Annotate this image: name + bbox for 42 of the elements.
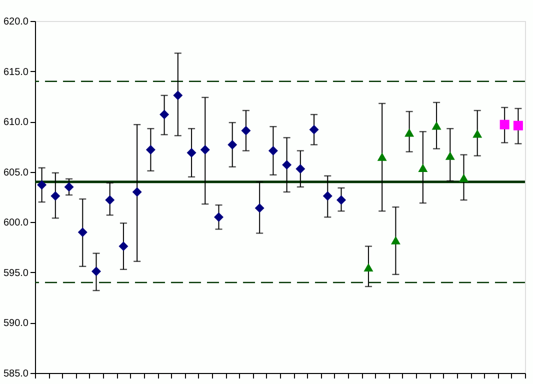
point — [214, 212, 224, 222]
point — [513, 120, 523, 130]
y-tick-label: 585.0 — [3, 368, 29, 380]
y-tick-label: 610.0 — [3, 117, 29, 128]
point — [418, 164, 428, 172]
point — [241, 126, 251, 136]
point — [200, 144, 210, 154]
y-tick-label: 600.0 — [3, 218, 29, 229]
point — [390, 236, 400, 244]
point — [146, 144, 156, 154]
point — [105, 195, 115, 205]
point — [118, 242, 128, 252]
point — [132, 187, 142, 197]
point — [268, 146, 278, 156]
y-tick-label: 615.0 — [3, 66, 29, 78]
point — [228, 140, 238, 150]
point — [472, 130, 482, 138]
point — [37, 180, 47, 190]
point — [500, 120, 510, 130]
point — [160, 110, 170, 120]
y-tick-label: 620.0 — [3, 16, 29, 28]
point — [377, 152, 387, 161]
point — [173, 90, 183, 100]
point — [254, 203, 264, 213]
point — [459, 174, 468, 182]
point — [322, 191, 332, 201]
point — [404, 128, 414, 137]
y-tick-label: 605.0 — [3, 167, 29, 178]
point — [364, 263, 374, 272]
y-tick-label: 595.0 — [3, 268, 29, 279]
point — [282, 160, 292, 170]
point — [432, 121, 442, 130]
y-tick-label: 590.0 — [3, 318, 29, 330]
point — [296, 164, 306, 174]
point — [186, 148, 196, 158]
point — [445, 152, 455, 160]
point — [78, 227, 88, 237]
point — [309, 124, 319, 134]
point — [92, 266, 101, 276]
point — [64, 182, 74, 192]
point — [336, 195, 346, 205]
point — [50, 191, 60, 201]
